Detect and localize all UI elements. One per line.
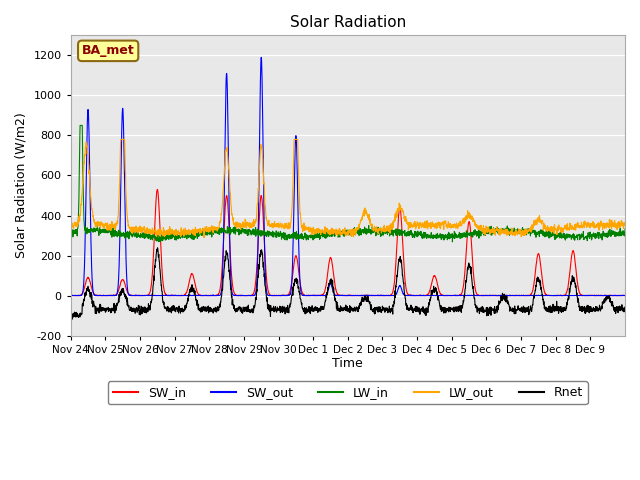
SW_in (621, 293, 629, 299)
LW_out (200, 235, 208, 240)
SW_in (243, 293, 250, 299)
SW_in (67, 293, 75, 299)
LW_in (614, 230, 621, 236)
LW_in (381, 231, 389, 237)
Line: LW_out: LW_out (70, 140, 625, 238)
LW_in (547, 232, 554, 238)
LW_out (243, 225, 250, 231)
Line: SW_out: SW_out (70, 58, 625, 296)
Text: BA_met: BA_met (82, 44, 134, 57)
Rnet (621, 304, 629, 310)
SW_in (154, 187, 161, 192)
LW_out (67, 219, 74, 225)
Line: Rnet: Rnet (70, 248, 625, 319)
LW_out (381, 226, 389, 231)
SW_out (242, 293, 250, 299)
LW_in (122, 234, 130, 240)
LW_out (547, 224, 554, 230)
LW_out (515, 226, 523, 232)
SW_out (515, 293, 523, 299)
LW_out (614, 222, 621, 228)
SW_out (381, 293, 389, 299)
Legend: SW_in, SW_out, LW_in, LW_out, Rnet: SW_in, SW_out, LW_in, LW_out, Rnet (108, 382, 588, 405)
Rnet (67, 308, 74, 314)
Title: Solar Radiation: Solar Radiation (290, 15, 406, 30)
Rnet (515, 305, 523, 311)
SW_in (381, 292, 389, 298)
SW_in (67, 293, 74, 299)
LW_in (67, 228, 74, 234)
LW_out (117, 137, 125, 143)
SW_out (547, 293, 554, 299)
Rnet (547, 310, 554, 315)
SW_out (67, 292, 74, 298)
SW_out (257, 55, 265, 60)
SW_in (122, 286, 130, 291)
SW_out (122, 265, 130, 271)
Line: SW_in: SW_in (70, 190, 625, 296)
Y-axis label: Solar Radiation (W/m2): Solar Radiation (W/m2) (15, 113, 28, 258)
LW_out (122, 196, 130, 202)
Rnet (381, 305, 389, 311)
X-axis label: Time: Time (332, 358, 364, 371)
SW_out (614, 293, 621, 299)
Rnet (122, 293, 130, 299)
LW_in (242, 231, 250, 237)
Rnet (68, 316, 76, 322)
LW_out (621, 222, 629, 228)
SW_in (614, 293, 621, 299)
SW_in (547, 293, 554, 299)
SW_out (621, 293, 629, 299)
LW_in (449, 239, 456, 245)
LW_in (76, 122, 84, 128)
Rnet (243, 305, 250, 311)
Rnet (154, 245, 161, 251)
Rnet (614, 308, 621, 313)
LW_in (515, 229, 523, 235)
LW_in (621, 226, 629, 232)
Line: LW_in: LW_in (70, 125, 625, 242)
SW_in (515, 293, 523, 299)
SW_out (68, 293, 76, 299)
